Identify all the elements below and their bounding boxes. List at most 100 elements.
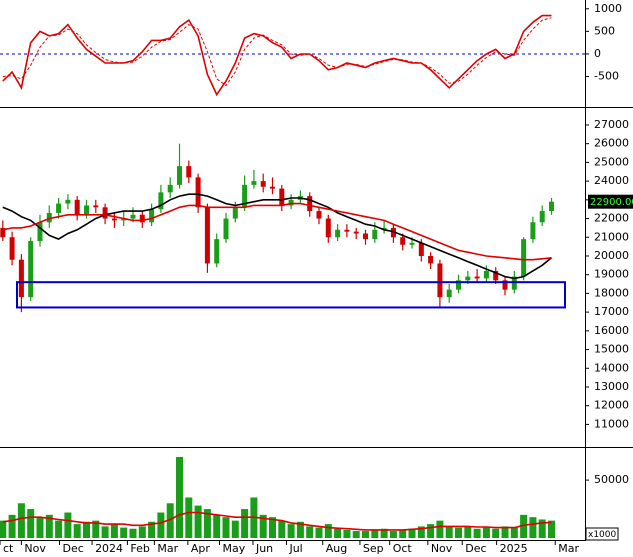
volume-bar bbox=[73, 524, 81, 538]
candle-body bbox=[316, 211, 322, 219]
volume-bar bbox=[315, 527, 323, 538]
volume-bar bbox=[455, 527, 463, 538]
candle-body bbox=[167, 184, 173, 193]
volume-bar bbox=[157, 512, 165, 538]
y-tick-label: 19000 bbox=[594, 268, 629, 281]
volume-bar bbox=[241, 509, 249, 538]
volume-bar bbox=[92, 520, 100, 538]
candle-body bbox=[65, 199, 71, 204]
candle-body bbox=[37, 222, 43, 242]
candle-body bbox=[372, 229, 378, 240]
y-tick-label: 12000 bbox=[594, 399, 629, 412]
candle-body bbox=[121, 218, 127, 221]
candle-body bbox=[232, 207, 238, 219]
x-tick-label: May bbox=[222, 542, 245, 555]
volume-bar bbox=[55, 520, 63, 538]
y-tick-label: 24000 bbox=[594, 174, 629, 187]
y-tick-label: 26000 bbox=[594, 137, 629, 150]
volume-bar bbox=[548, 520, 556, 538]
candle-body bbox=[279, 188, 285, 206]
y-tick-label: 11000 bbox=[594, 417, 629, 430]
volume-bar bbox=[45, 514, 53, 538]
volume-bar bbox=[231, 520, 239, 538]
volume-bar bbox=[36, 517, 44, 538]
candle-body bbox=[223, 218, 229, 240]
volume-bar bbox=[259, 514, 267, 538]
volume-bar bbox=[148, 521, 156, 538]
volume-bar bbox=[445, 526, 453, 538]
candle-body bbox=[474, 276, 480, 279]
x-tick-label: Apr bbox=[191, 542, 211, 555]
x-tick-label: 2024 bbox=[95, 542, 123, 555]
candle-body bbox=[251, 181, 257, 185]
oscillator-line bbox=[2, 14, 552, 97]
candle-body bbox=[409, 242, 415, 245]
volume-bar bbox=[194, 505, 202, 538]
volume-bar bbox=[287, 524, 295, 538]
volume-bar bbox=[427, 524, 435, 538]
y-tick-label: 13000 bbox=[594, 380, 629, 393]
y-tick-label: 20000 bbox=[594, 249, 629, 262]
x-tick-label: Sep bbox=[363, 542, 384, 555]
candle-body bbox=[539, 211, 545, 223]
x-tick-label: Mar bbox=[558, 542, 579, 555]
y-tick-label: 15000 bbox=[594, 343, 629, 356]
y-tick-label: 18000 bbox=[594, 286, 629, 299]
volume-bar bbox=[520, 514, 528, 538]
candle-body bbox=[465, 276, 471, 281]
volume-bar bbox=[343, 529, 351, 538]
volume-bar bbox=[510, 527, 518, 538]
volume-bar bbox=[82, 521, 90, 538]
volume-bar bbox=[334, 528, 342, 538]
volume-bar bbox=[27, 509, 35, 538]
y-tick-label: 0 bbox=[594, 47, 601, 60]
candle-body bbox=[437, 263, 443, 298]
x-tick-label: 2025 bbox=[500, 542, 528, 555]
signal-line bbox=[2, 17, 552, 87]
candle-body bbox=[9, 237, 15, 260]
candle-body bbox=[381, 227, 387, 230]
y-tick-label: 22000 bbox=[594, 212, 629, 225]
candle-body bbox=[446, 289, 452, 298]
volume-bar bbox=[380, 528, 388, 538]
candle-body bbox=[428, 255, 434, 264]
candle-body bbox=[139, 214, 145, 223]
candle-body bbox=[18, 259, 24, 298]
y-tick-label: 27000 bbox=[594, 118, 629, 131]
candle-body bbox=[363, 233, 369, 240]
candle-body bbox=[111, 218, 117, 221]
candle-body bbox=[530, 222, 536, 240]
volume-bar bbox=[175, 456, 183, 538]
volume-bar bbox=[101, 526, 109, 538]
candle-body bbox=[0, 227, 6, 238]
candle-body bbox=[195, 177, 201, 208]
unit-box bbox=[585, 527, 619, 541]
y-tick-label: 14000 bbox=[594, 361, 629, 374]
volume-bar bbox=[8, 514, 16, 538]
volume-bar bbox=[417, 526, 425, 538]
candle-body bbox=[390, 227, 396, 238]
candle-body bbox=[56, 203, 62, 213]
candle-body bbox=[214, 239, 220, 264]
moving-average bbox=[2, 202, 552, 261]
candle-body bbox=[493, 270, 499, 281]
volume-bar bbox=[306, 526, 314, 538]
volume-bar bbox=[129, 528, 137, 538]
volume-bar bbox=[371, 529, 379, 538]
volume-bar bbox=[166, 503, 174, 538]
candle-body bbox=[344, 229, 350, 232]
candle-body bbox=[521, 239, 527, 277]
candle-body bbox=[456, 280, 462, 290]
candle-body bbox=[483, 270, 489, 279]
volume-bar bbox=[0, 520, 7, 538]
volume-bar bbox=[436, 520, 444, 538]
candle-body bbox=[28, 241, 34, 298]
volume-bar bbox=[120, 527, 128, 538]
volume-bar bbox=[278, 520, 286, 538]
candle-body bbox=[418, 242, 424, 256]
volume-bar bbox=[64, 512, 72, 538]
x-tick-label: Jun bbox=[255, 542, 273, 555]
volume-bar bbox=[482, 527, 490, 538]
x-tick-label: Mar bbox=[157, 542, 178, 555]
